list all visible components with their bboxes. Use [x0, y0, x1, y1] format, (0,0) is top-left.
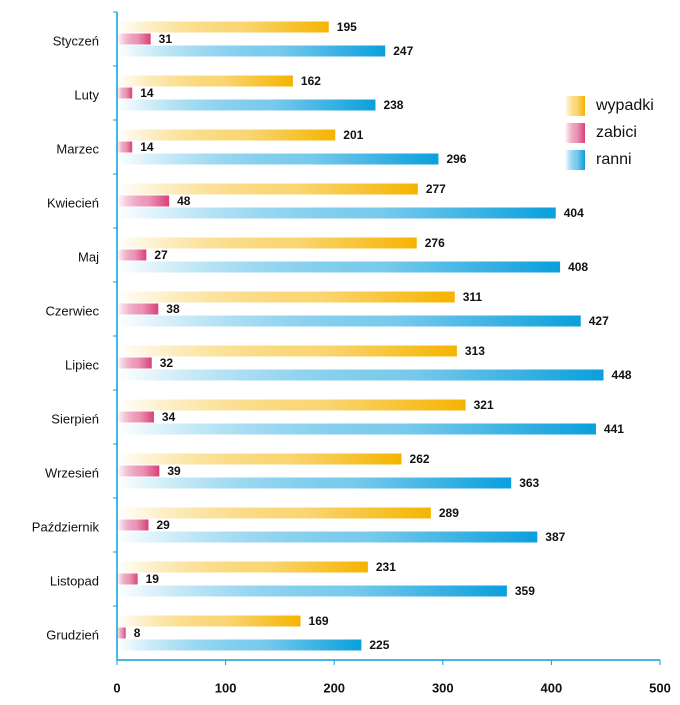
y-tick-label: Kwiecień: [47, 195, 99, 210]
x-tick-label: 100: [215, 680, 237, 695]
y-tick-label: Marzec: [56, 141, 99, 156]
bar: [117, 411, 154, 423]
bar: [117, 573, 138, 585]
y-tick-label: Maj: [78, 249, 99, 264]
data-label: 225: [369, 638, 389, 652]
y-tick-label: Luty: [74, 87, 99, 102]
data-label: 404: [564, 206, 584, 220]
bar: [117, 45, 386, 57]
data-label: 359: [515, 584, 535, 598]
bar: [117, 129, 336, 141]
data-label: 321: [474, 398, 494, 412]
bar: [117, 237, 417, 249]
legend-swatch: [565, 123, 585, 143]
bar: [117, 75, 293, 87]
bar: [117, 153, 439, 165]
bar: [117, 99, 376, 111]
x-tick-label: 300: [432, 680, 454, 695]
bar: [117, 21, 329, 33]
bar: [117, 585, 507, 597]
data-label: 296: [446, 152, 466, 166]
y-tick-label: Lipiec: [65, 357, 99, 372]
data-label: 363: [519, 476, 539, 490]
bar: [117, 33, 151, 45]
bar: [117, 465, 160, 477]
bar: [117, 453, 402, 465]
bar: [117, 303, 159, 315]
data-label: 289: [439, 506, 459, 520]
bar: [117, 261, 561, 273]
data-label: 27: [154, 248, 168, 262]
y-tick-label: Sierpień: [51, 411, 99, 426]
bar: [117, 315, 581, 327]
y-tick-label: Wrzesień: [45, 465, 99, 480]
bar: [117, 615, 301, 627]
bar: [117, 87, 133, 99]
legend-label: wypadki: [595, 97, 654, 114]
y-tick-label: Październik: [32, 519, 100, 534]
data-label: 313: [465, 344, 485, 358]
bar: [117, 249, 147, 261]
data-label: 448: [612, 368, 632, 382]
legend-label: ranni: [596, 151, 632, 168]
bar: [117, 531, 538, 543]
data-label: 441: [604, 422, 624, 436]
y-tick-label: Listopad: [50, 573, 99, 588]
bar: [117, 519, 149, 531]
data-label: 238: [383, 98, 403, 112]
data-label: 8: [134, 626, 141, 640]
bar: [117, 195, 170, 207]
x-tick-label: 500: [649, 680, 671, 695]
data-label: 19: [146, 572, 160, 586]
bar: [117, 423, 596, 435]
bar: [117, 207, 556, 219]
y-tick-label: Grudzień: [46, 627, 99, 642]
data-label: 276: [425, 236, 445, 250]
data-label: 195: [337, 20, 357, 34]
data-label: 31: [159, 32, 173, 46]
data-label: 277: [426, 182, 446, 196]
x-tick-label: 200: [323, 680, 345, 695]
data-label: 38: [166, 302, 180, 316]
bar: [117, 357, 152, 369]
data-label: 387: [545, 530, 565, 544]
data-label: 201: [343, 128, 363, 142]
data-label: 162: [301, 74, 321, 88]
data-label: 39: [167, 464, 181, 478]
data-label: 29: [156, 518, 170, 532]
data-label: 427: [589, 314, 609, 328]
bar: [117, 345, 457, 357]
data-label: 231: [376, 560, 396, 574]
bar: [117, 291, 455, 303]
bar: [117, 561, 368, 573]
data-label: 32: [160, 356, 174, 370]
bar: [117, 507, 431, 519]
data-label: 34: [162, 410, 176, 424]
bar: [117, 639, 362, 651]
legend-label: zabici: [596, 124, 637, 141]
bar: [117, 183, 418, 195]
legend-swatch: [565, 150, 585, 170]
bar: [117, 141, 133, 153]
data-label: 247: [393, 44, 413, 58]
bar: [117, 477, 512, 489]
data-label: 311: [463, 290, 483, 304]
bar: [117, 369, 604, 381]
legend-swatch: [565, 96, 585, 116]
data-label: 169: [309, 614, 329, 628]
x-tick-label: 0: [113, 680, 120, 695]
data-label: 408: [568, 260, 588, 274]
data-label: 48: [177, 194, 191, 208]
data-label: 14: [140, 140, 154, 154]
data-label: 262: [410, 452, 430, 466]
data-label: 14: [140, 86, 154, 100]
y-tick-label: Czerwiec: [46, 303, 100, 318]
bar: [117, 399, 466, 411]
bar: [117, 627, 126, 639]
y-tick-label: Styczeń: [53, 33, 99, 48]
x-tick-label: 400: [541, 680, 563, 695]
